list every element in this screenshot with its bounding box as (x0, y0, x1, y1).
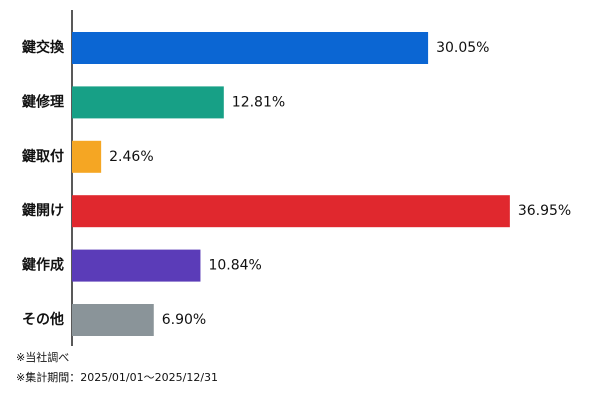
category-label: 鍵作成 (22, 257, 64, 274)
value-label: 2.46% (109, 149, 153, 165)
bar (72, 32, 429, 64)
category-label: 鍵交換 (22, 39, 65, 56)
category-label: その他 (22, 311, 64, 328)
value-label: 36.95% (518, 203, 571, 219)
value-label: 10.84% (208, 258, 261, 274)
bar (72, 86, 224, 119)
value-label: 12.81% (232, 94, 285, 110)
value-label: 30.05% (436, 40, 489, 56)
value-label: 6.90% (162, 312, 206, 328)
note: ※集計期間：2025/01/01～2025/12/31 (16, 370, 218, 384)
bar (72, 304, 154, 336)
note: ※当社調べ (16, 350, 69, 364)
category-label: 鍵開け (22, 202, 64, 219)
category-label: 鍵取付 (22, 148, 64, 165)
bar (72, 195, 510, 228)
bar (72, 140, 102, 173)
bar (72, 249, 201, 282)
category-label: 鍵修理 (22, 93, 64, 110)
